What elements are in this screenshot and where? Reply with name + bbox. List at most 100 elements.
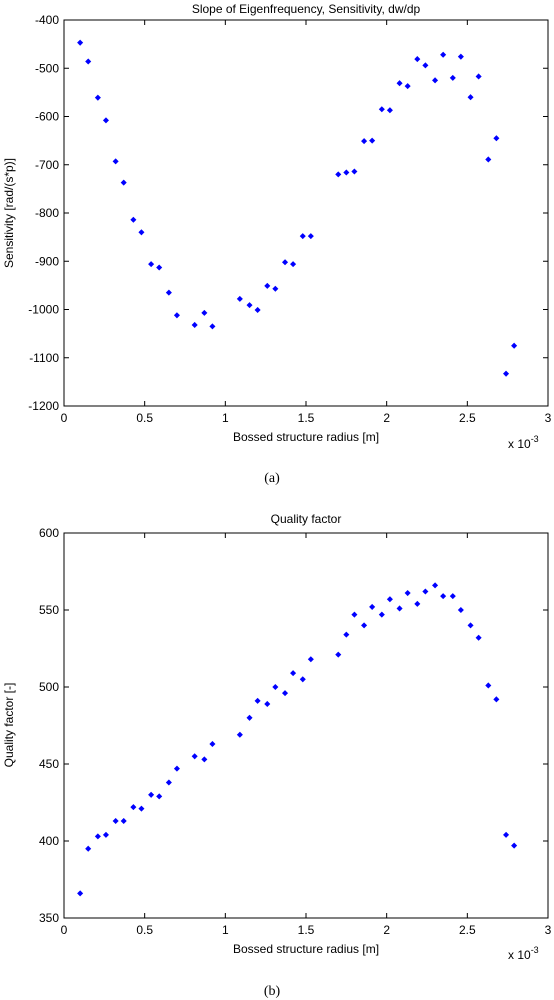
data-point	[343, 631, 350, 638]
data-point	[396, 605, 403, 612]
data-point	[85, 58, 92, 65]
x-axis-label: Bossed structure radius [m]	[233, 942, 379, 956]
data-point	[148, 261, 155, 268]
x-tick-label: 0.5	[136, 923, 153, 937]
x-tick-label: 0	[61, 411, 68, 425]
data-point	[201, 756, 208, 763]
data-point	[343, 169, 350, 176]
x-exponent-power: -3	[531, 945, 539, 955]
data-point	[85, 845, 92, 852]
data-point	[236, 731, 243, 738]
x-axis-label: Bossed structure radius [m]	[233, 430, 379, 444]
data-point	[449, 74, 456, 81]
data-point	[165, 779, 172, 786]
data-point	[246, 302, 253, 309]
data-point	[201, 309, 208, 316]
data-point	[156, 264, 163, 271]
x-tick-label: 0.5	[136, 411, 153, 425]
data-point	[254, 306, 261, 314]
data-point	[467, 622, 474, 629]
data-point	[449, 593, 456, 600]
data-points	[77, 39, 518, 377]
data-point	[307, 233, 314, 240]
x-tick-label: 1	[222, 923, 229, 937]
data-point	[173, 312, 180, 319]
x-exponent-base: x 10	[508, 437, 531, 451]
data-point	[112, 817, 119, 825]
y-tick-label: 550	[39, 603, 59, 617]
data-point	[102, 831, 109, 838]
data-point	[467, 94, 474, 101]
data-point	[422, 588, 429, 595]
y-tick-label: -1000	[28, 303, 59, 317]
y-tick-label: -1100	[29, 351, 59, 365]
data-point	[457, 53, 464, 60]
data-point	[369, 137, 376, 144]
data-point	[94, 833, 101, 840]
y-axis-label: Sensitivity [rad/(s*p)]	[2, 158, 16, 268]
data-point	[396, 80, 403, 87]
data-point	[485, 682, 492, 689]
x-tick-label: 0	[61, 923, 68, 937]
data-point	[335, 171, 342, 178]
y-tick-label: -900	[35, 254, 59, 268]
data-point	[457, 606, 464, 614]
data-point	[351, 168, 358, 175]
y-tick-label: -500	[35, 61, 59, 75]
y-axis-ticks: 600 550 500 450 400 350	[39, 526, 548, 925]
x-exponent-base: x 10	[508, 948, 531, 962]
data-point	[102, 117, 109, 124]
data-point	[191, 753, 198, 760]
y-axis-label: Quality factor [-]	[2, 683, 16, 768]
x-tick-label: 2	[383, 411, 390, 425]
data-point	[511, 842, 518, 849]
data-point	[138, 805, 145, 812]
data-point	[404, 590, 411, 597]
data-point	[120, 817, 127, 825]
data-point	[414, 600, 421, 607]
data-point	[440, 593, 447, 600]
data-point	[209, 740, 216, 748]
y-tick-label: 400	[39, 834, 59, 848]
data-point	[236, 295, 243, 302]
data-point	[112, 158, 119, 165]
data-point	[475, 73, 482, 80]
data-point	[77, 39, 84, 46]
data-point	[299, 676, 306, 683]
x-tick-label: 1	[222, 411, 229, 425]
data-point	[386, 107, 393, 114]
y-axis-ticks: -400 -500 -600 -700 -800 -900 -1000 -1100 -1200	[28, 13, 548, 413]
data-point	[272, 683, 279, 691]
y-tick-label: 450	[39, 757, 59, 771]
x-tick-label: 2	[383, 923, 390, 937]
caption-b: (b)	[264, 984, 281, 999]
data-point	[378, 106, 385, 113]
data-point	[503, 831, 510, 838]
y-tick-label: -1200	[28, 399, 59, 413]
x-tick-label: 2.5	[459, 411, 476, 425]
y-tick-label: -800	[35, 206, 59, 220]
data-point	[414, 56, 421, 63]
chart-title: Quality factor	[271, 512, 342, 526]
data-point	[264, 700, 271, 707]
data-point	[422, 62, 429, 69]
x-tick-label: 1.5	[298, 923, 315, 937]
data-point	[138, 229, 145, 236]
data-point	[351, 611, 358, 618]
y-tick-label: -400	[35, 13, 59, 27]
y-tick-label: -600	[35, 110, 59, 124]
data-point	[440, 51, 447, 58]
data-point	[173, 765, 180, 772]
data-point	[503, 370, 510, 377]
data-point	[156, 793, 163, 800]
data-point	[485, 156, 492, 163]
x-tick-label: 2.5	[459, 923, 476, 937]
data-point	[361, 138, 368, 145]
data-point	[282, 259, 289, 266]
data-point	[386, 596, 393, 603]
data-point	[246, 714, 253, 721]
data-point	[165, 289, 172, 296]
data-point	[493, 135, 500, 142]
data-point	[290, 670, 297, 677]
data-point	[493, 696, 500, 703]
